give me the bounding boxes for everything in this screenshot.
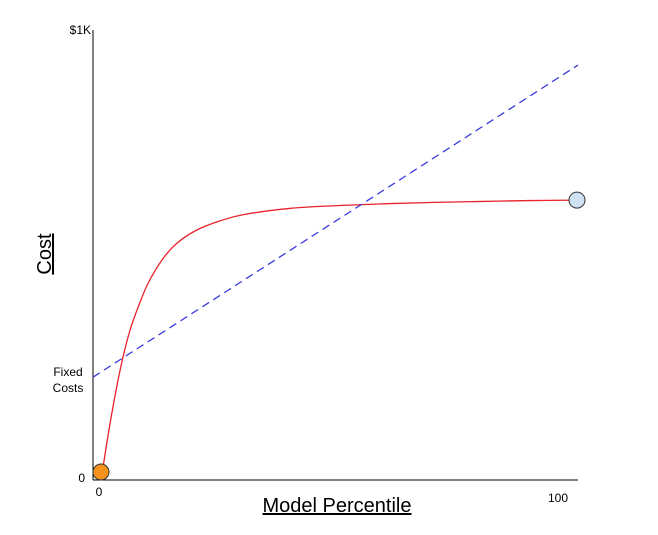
cost-curve xyxy=(100,199,579,481)
linear-cost-line xyxy=(92,64,579,378)
y-tick-label-zero: 0 xyxy=(78,471,85,485)
end-point-marker xyxy=(568,191,586,209)
fixed-costs-label-line-1: Fixed xyxy=(53,365,82,379)
y-tick-label-max: $1K xyxy=(70,23,91,37)
x-tick-label-max: 100 xyxy=(548,491,568,505)
x-axis-title: Model Percentile xyxy=(263,495,412,517)
start-point-marker xyxy=(92,463,110,481)
x-tick-label-zero: 0 xyxy=(96,485,103,499)
y-axis-title: Cost xyxy=(34,233,56,275)
fixed-costs-label-line-2: Costs xyxy=(53,381,84,395)
